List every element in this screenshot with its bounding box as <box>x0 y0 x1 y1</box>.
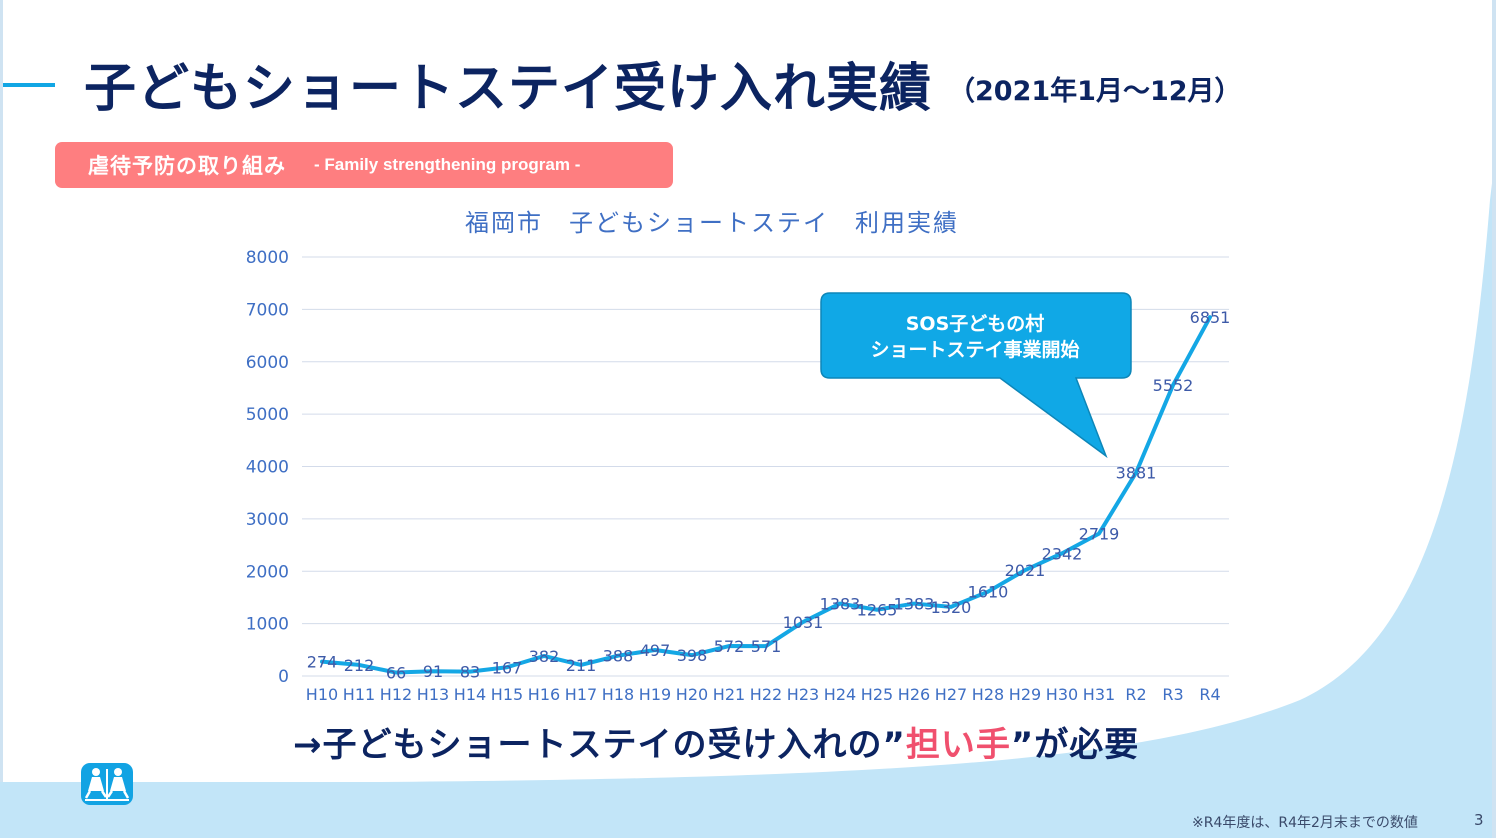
data-label: 83 <box>460 663 480 682</box>
x-tick-label: R4 <box>1199 685 1220 704</box>
x-tick-label: H13 <box>417 685 449 704</box>
x-tick-label: H18 <box>602 685 634 704</box>
data-label: 497 <box>640 641 671 660</box>
y-tick-label: 6000 <box>246 353 289 373</box>
y-tick-label: 2000 <box>246 562 289 582</box>
y-tick-label: 0 <box>278 667 289 687</box>
x-tick-label: H31 <box>1083 685 1115 704</box>
data-label: 6851 <box>1190 308 1231 327</box>
callout-line-2: ショートステイ事業開始 <box>870 339 1080 361</box>
y-tick-label: 4000 <box>246 458 289 478</box>
tag-japanese: 虐待予防の取り組み <box>88 154 286 178</box>
x-tick-label: H15 <box>491 685 523 704</box>
x-tick-label: H25 <box>861 685 893 704</box>
data-label: 211 <box>566 656 597 675</box>
y-tick-label: 7000 <box>246 300 289 320</box>
y-tick-label: 1000 <box>246 615 289 635</box>
conclusion-pre: →子どもショートステイの受け入れの” <box>293 725 906 765</box>
data-label: 2719 <box>1079 525 1120 544</box>
chart-title: 福岡市 子どもショートステイ 利用実績 <box>465 209 959 237</box>
x-tick-label: R3 <box>1162 685 1183 704</box>
left-border <box>0 0 3 838</box>
data-label: 2342 <box>1042 544 1083 563</box>
data-label: 388 <box>603 647 634 666</box>
data-label: 5552 <box>1153 376 1194 395</box>
callout-line-1: SOS子どもの村 <box>905 313 1045 335</box>
x-tick-label: H26 <box>898 685 930 704</box>
data-label: 1265 <box>857 601 898 620</box>
x-tick-label: H23 <box>787 685 819 704</box>
x-tick-label: H27 <box>935 685 967 704</box>
x-tick-label: H14 <box>454 685 486 704</box>
y-tick-label: 5000 <box>246 405 289 425</box>
data-label: 572 <box>714 637 745 656</box>
y-tick-label: 3000 <box>246 510 289 530</box>
x-tick-label: H10 <box>306 685 338 704</box>
x-tick-label: H30 <box>1046 685 1078 704</box>
x-tick-label: H29 <box>1009 685 1041 704</box>
data-label: 274 <box>307 653 338 672</box>
data-label: 212 <box>344 656 375 675</box>
data-label: 3881 <box>1116 464 1157 483</box>
x-tick-label: H28 <box>972 685 1004 704</box>
x-tick-label: H19 <box>639 685 671 704</box>
conclusion-post: ”が必要 <box>1010 725 1140 765</box>
section-tag: 虐待予防の取り組み - Family strengthening program… <box>55 142 673 188</box>
conclusion-highlight: 担い手 <box>905 725 1011 765</box>
x-axis-labels: H10 H11 H12 H13 H14 H15 H16 H17 H18 H19 H20 H21 H22 H… <box>306 685 1221 704</box>
data-label: 1383 <box>820 595 861 614</box>
data-label: 1383 <box>894 595 935 614</box>
callout-text: SOS子どもの村 ショートステイ事業開始 <box>822 311 1128 363</box>
series-line <box>320 315 1212 675</box>
tag-english: - Family strengthening program - <box>314 155 581 174</box>
title-main: 子どもショートステイ受け入れ実績 <box>84 59 933 119</box>
right-border <box>1492 0 1496 838</box>
page-number: 3 <box>1474 811 1484 829</box>
data-label: 1610 <box>968 583 1009 602</box>
x-tick-label: H16 <box>528 685 560 704</box>
slide-title: 子どもショートステイ受け入れ実績 （2021年1月～12月） <box>84 46 1242 121</box>
y-axis-labels: 0 1000 2000 3000 4000 5000 6000 7000 8000 <box>246 248 289 687</box>
data-label: 2021 <box>1005 561 1046 580</box>
footnote: ※R4年度は、R4年2月末までの数値 <box>1192 815 1418 831</box>
data-label: 91 <box>423 662 443 681</box>
sos-childrens-villages-logo-icon <box>81 763 133 805</box>
callout-bubble <box>820 292 1132 459</box>
x-tick-label: H22 <box>750 685 782 704</box>
y-tick-label: 8000 <box>246 248 289 268</box>
data-label: 1031 <box>783 613 824 632</box>
data-label: 66 <box>386 664 406 683</box>
x-tick-label: H17 <box>565 685 597 704</box>
data-label: 1320 <box>931 598 972 617</box>
x-tick-label: H24 <box>824 685 856 704</box>
title-accent-bar <box>3 83 55 87</box>
data-label: 571 <box>751 637 782 656</box>
conclusion-text: →子どもショートステイの受け入れの”担い手”が必要 <box>293 717 1139 766</box>
data-label: 167 <box>492 658 523 677</box>
x-tick-label: R2 <box>1125 685 1146 704</box>
x-tick-label: H21 <box>713 685 745 704</box>
x-tick-label: H20 <box>676 685 708 704</box>
data-labels: 274 212 66 91 83 167 382 211 388 497 398 572 5711031… <box>307 308 1231 682</box>
data-label: 398 <box>677 646 708 665</box>
x-tick-label: H11 <box>343 685 375 704</box>
title-period: （2021年1月～12月） <box>948 76 1242 107</box>
data-label: 382 <box>529 647 560 666</box>
x-tick-label: H12 <box>380 685 412 704</box>
